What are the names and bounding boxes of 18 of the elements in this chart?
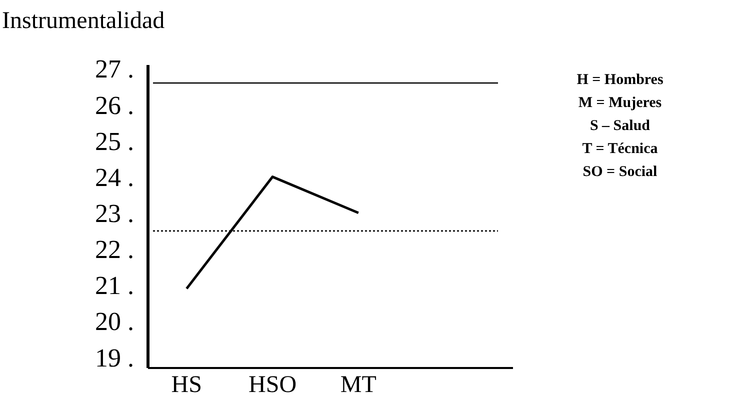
text: SO = Social bbox=[582, 164, 658, 180]
y-tick-label: 27 . bbox=[95, 54, 134, 84]
y-tick-label: 21 . bbox=[95, 271, 134, 300]
x-tick-label: HSO bbox=[248, 372, 297, 398]
y-tick-label: 19 . bbox=[95, 343, 134, 372]
text: T = Técnica bbox=[582, 141, 658, 157]
chart-title: Instrumentalidad bbox=[2, 8, 165, 34]
y-tick-label: 25 . bbox=[95, 126, 134, 156]
y-tick-label: 24 . bbox=[95, 162, 134, 192]
text: M = Mujeres bbox=[578, 95, 662, 111]
y-tick-label: 20 . bbox=[95, 307, 134, 336]
y-tick-label: 22 . bbox=[95, 235, 134, 264]
text: H = Hombres bbox=[576, 72, 664, 88]
y-tick-label: 23 . bbox=[95, 198, 134, 228]
text: S – Salud bbox=[590, 118, 651, 134]
x-tick-label: HS bbox=[171, 372, 202, 398]
x-tick-label: MT bbox=[340, 372, 377, 398]
y-tick-label: 26 . bbox=[95, 90, 134, 120]
